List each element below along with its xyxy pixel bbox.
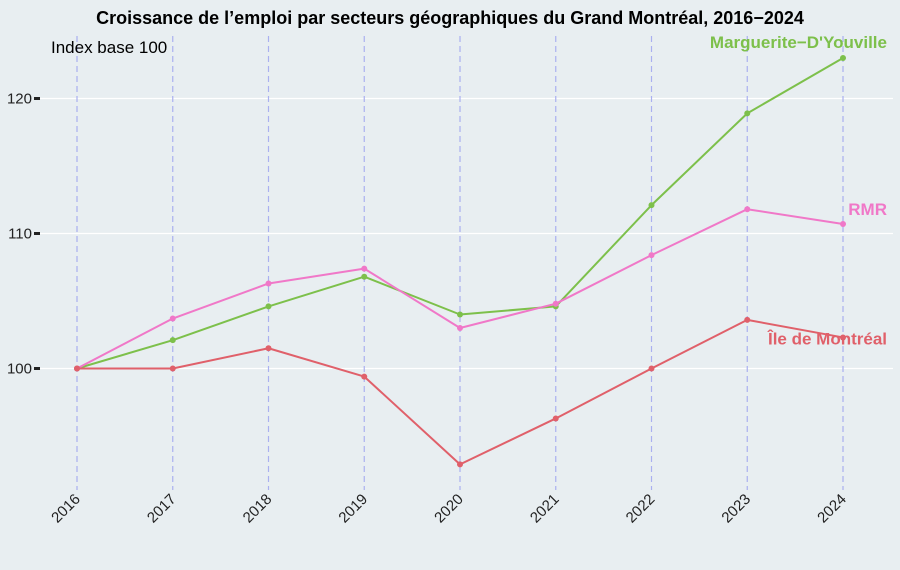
data-point	[552, 415, 559, 422]
chart-subtitle: Index base 100	[51, 38, 167, 57]
data-point	[169, 315, 176, 322]
x-tick-label: 2023	[718, 491, 754, 527]
data-point	[840, 334, 846, 341]
series-layer: Marguerite−D'Youville RMR Île de Montréal	[74, 33, 887, 468]
x-tick-label: 2024	[814, 491, 850, 527]
data-point	[457, 461, 463, 468]
data-point	[840, 55, 846, 61]
data-point	[361, 265, 368, 272]
data-point	[265, 280, 272, 287]
data-point	[74, 365, 80, 372]
data-point	[457, 311, 463, 318]
y-tick-label: 100	[7, 361, 32, 378]
x-tick-label: 2018	[240, 491, 276, 527]
data-point	[169, 365, 176, 372]
chart-title: Croissance de l’emploi par secteurs géog…	[96, 8, 804, 28]
x-tick-label: 2016	[48, 491, 84, 527]
data-point	[648, 252, 655, 259]
data-point	[361, 373, 368, 380]
data-point	[265, 345, 272, 352]
data-point	[457, 325, 463, 331]
data-point	[744, 316, 751, 323]
x-tick-label: 2020	[431, 491, 467, 527]
data-point	[648, 365, 655, 372]
series-label: Île de Montréal	[767, 329, 887, 348]
x-tick-label: 2019	[335, 491, 371, 527]
y-tick-label: 110	[8, 226, 32, 243]
data-point	[361, 273, 368, 280]
data-point	[744, 206, 751, 213]
x-tick-label: 2017	[144, 491, 180, 527]
data-point	[744, 110, 751, 117]
x-tick-label: 2022	[623, 491, 659, 527]
data-point	[840, 221, 846, 228]
data-point	[552, 300, 559, 307]
data-point	[265, 303, 272, 310]
data-point	[648, 202, 655, 209]
y-tick-label: 120	[7, 91, 32, 108]
x-tick-label: 2021	[527, 491, 563, 527]
data-point	[169, 337, 176, 344]
series-label: RMR	[848, 200, 887, 219]
series-label: Marguerite−D'Youville	[710, 33, 887, 52]
